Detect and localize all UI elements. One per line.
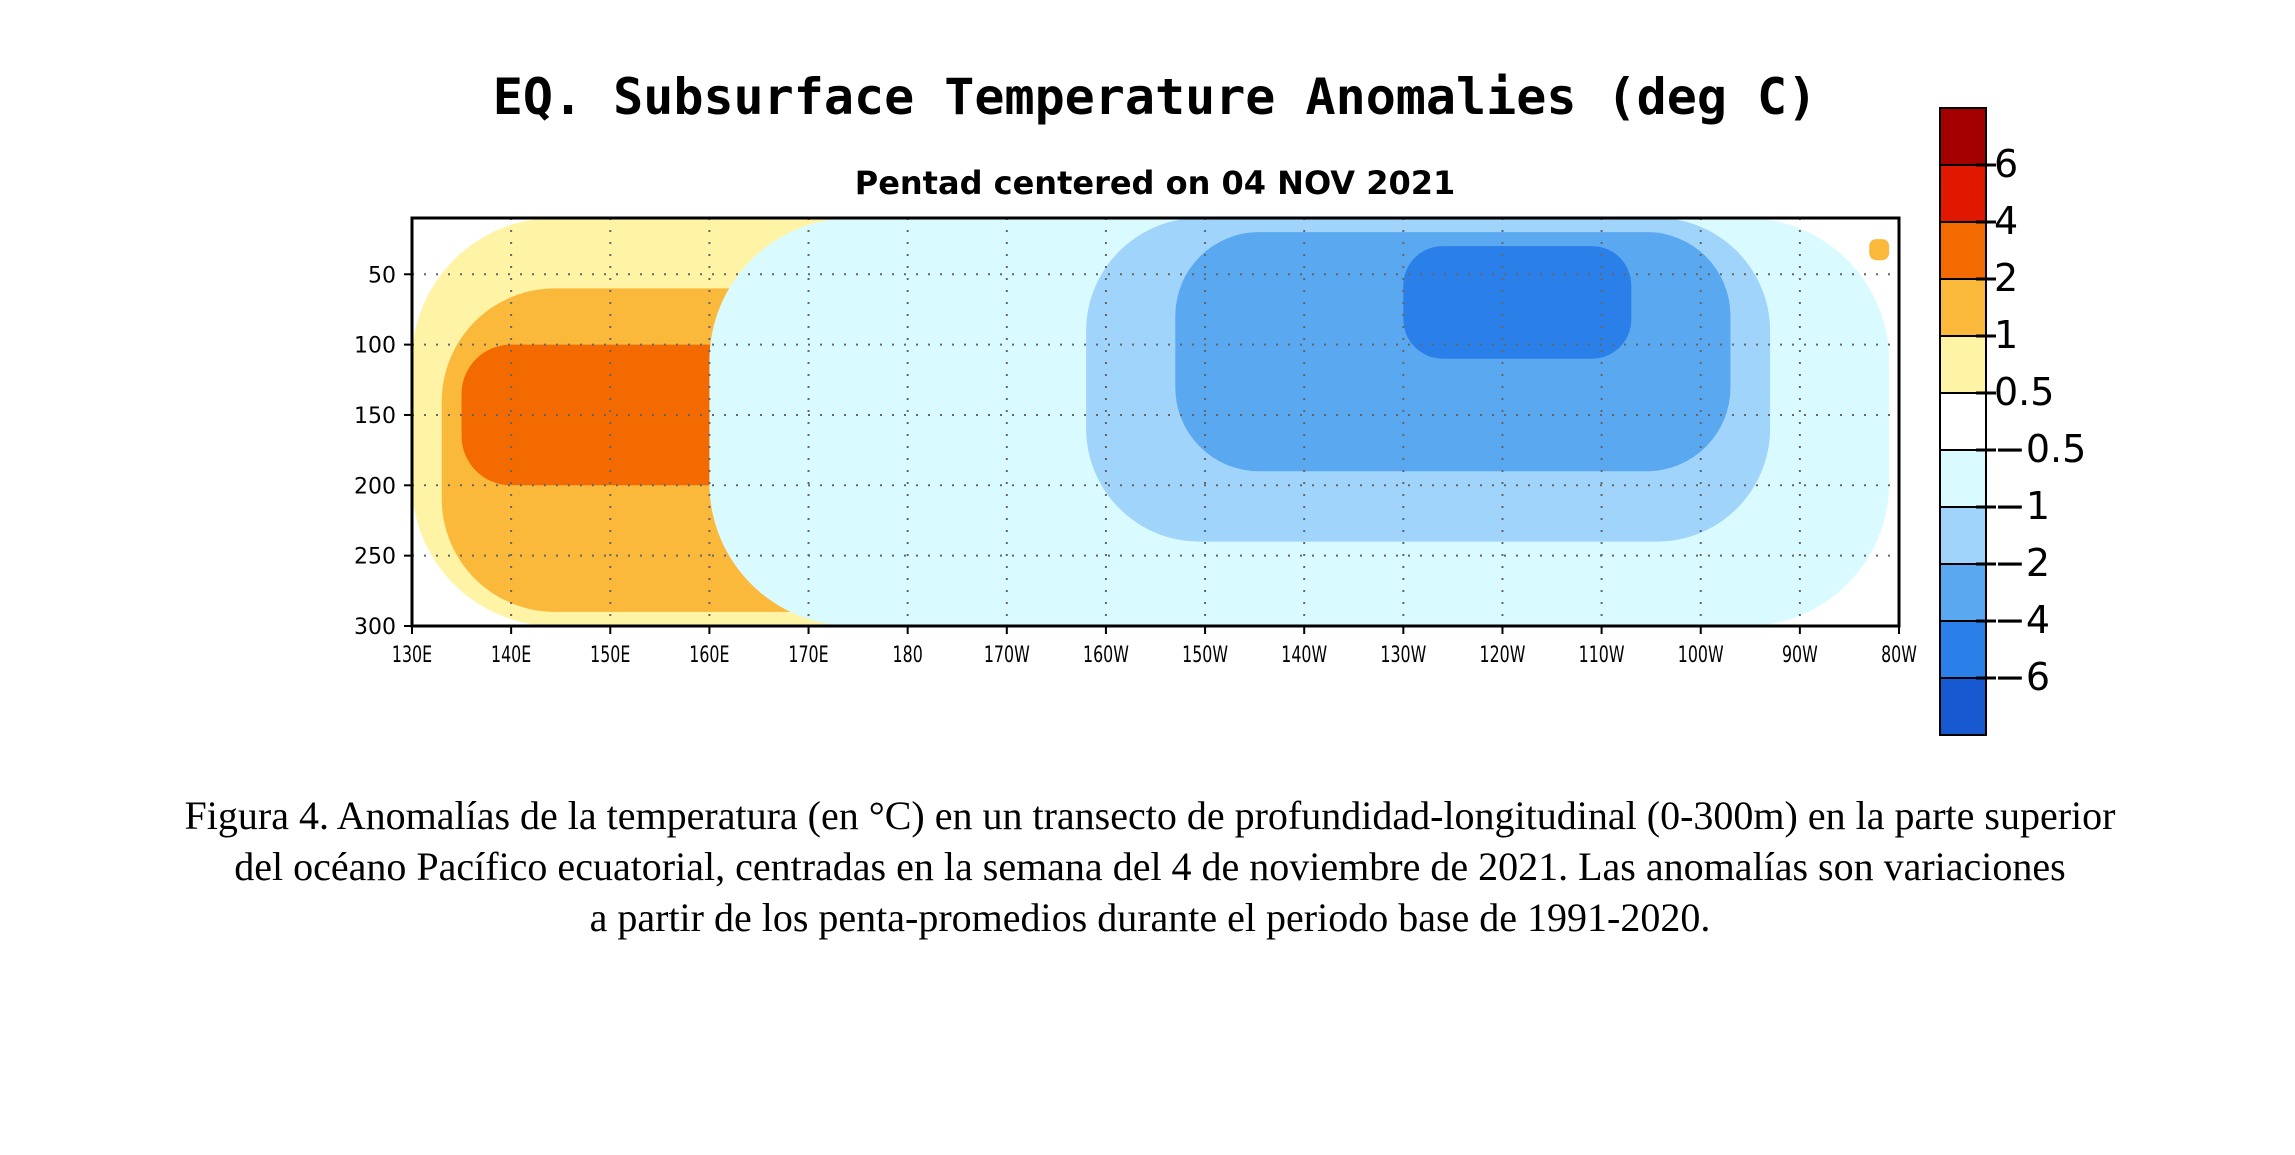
x-tick-label-80W: 80W xyxy=(1881,641,1917,667)
x-tick-label-130E: 130E xyxy=(392,641,432,667)
x-tick-label-120W: 120W xyxy=(1480,641,1526,667)
anomaly-region-9 xyxy=(1403,246,1632,359)
x-tick-label-130W: 130W xyxy=(1380,641,1426,667)
colorbar-label-4: 1 xyxy=(1994,313,2018,357)
y-tick-label-50: 50 xyxy=(368,263,396,288)
y-tick-label-100: 100 xyxy=(354,334,396,359)
x-tick-label-150W: 150W xyxy=(1182,641,1228,667)
chart-title: EQ. Subsurface Temperature Anomalies (de… xyxy=(493,68,1818,126)
colorbar-label-2: 4 xyxy=(1994,199,2018,243)
colorbar-box-5 xyxy=(1939,335,1987,394)
x-tick-label-160W: 160W xyxy=(1083,641,1129,667)
x-tick-label-170E: 170E xyxy=(788,641,828,667)
chart-figure: EQ. Subsurface Temperature Anomalies (de… xyxy=(354,68,2086,736)
colorbar-box-1 xyxy=(1939,107,1987,166)
colorbar-label-1: 6 xyxy=(1994,142,2018,186)
x-tick-label-100W: 100W xyxy=(1678,641,1724,667)
chart-subtitle: Pentad centered on 04 NOV 2021 xyxy=(855,164,1456,202)
y-tick-label-300: 300 xyxy=(354,615,396,640)
x-tick-label-150E: 150E xyxy=(590,641,630,667)
colorbar-label-7: −1 xyxy=(1994,484,2050,528)
x-tick-label-160E: 160E xyxy=(689,641,729,667)
x-tick-label-140E: 140E xyxy=(491,641,531,667)
y-tick-label-150: 150 xyxy=(354,404,396,429)
anomaly-region-5 xyxy=(1869,239,1890,261)
plot-frame xyxy=(410,216,1901,628)
colorbar-box-2 xyxy=(1939,164,1987,223)
colorbar-label-8: −2 xyxy=(1994,541,2050,585)
x-tick-label-180: 180 xyxy=(893,641,923,667)
colorbar-box-9 xyxy=(1939,563,1987,622)
colorbar-box-6 xyxy=(1939,392,1987,451)
colorbar-box-11 xyxy=(1939,677,1987,736)
anomaly-chart: EQ. Subsurface Temperature Anomalies (de… xyxy=(354,68,2086,736)
y-tick-label-250: 250 xyxy=(354,545,396,570)
colorbar-label-10: −6 xyxy=(1994,655,2050,699)
colorbar-box-4 xyxy=(1939,278,1987,337)
y-tick-label-200: 200 xyxy=(354,474,396,499)
colorbar-label-3: 2 xyxy=(1994,256,2018,300)
x-tick-label-110W: 110W xyxy=(1579,641,1625,667)
colorbar-box-10 xyxy=(1939,620,1987,679)
x-tick-label-170W: 170W xyxy=(984,641,1030,667)
caption-line-2: del océano Pacífico ecuatorial, centrada… xyxy=(234,844,2066,889)
colorbar-box-8 xyxy=(1939,506,1987,565)
x-tick-label-140W: 140W xyxy=(1281,641,1327,667)
figure-caption: Figura 4. Anomalías de la temperatura (e… xyxy=(30,790,2270,943)
colorbar-label-9: −4 xyxy=(1994,598,2050,642)
caption-line-1: Figura 4. Anomalías de la temperatura (e… xyxy=(184,793,2116,838)
colorbar-label-5: 0.5 xyxy=(1994,370,2054,414)
colorbar-box-7 xyxy=(1939,449,1987,508)
colorbar-box-3 xyxy=(1939,221,1987,280)
colorbar-label-6: −0.5 xyxy=(1994,427,2086,471)
x-tick-label-90W: 90W xyxy=(1782,641,1818,667)
caption-line-3: a partir de los penta-promedios durante … xyxy=(589,895,1711,940)
